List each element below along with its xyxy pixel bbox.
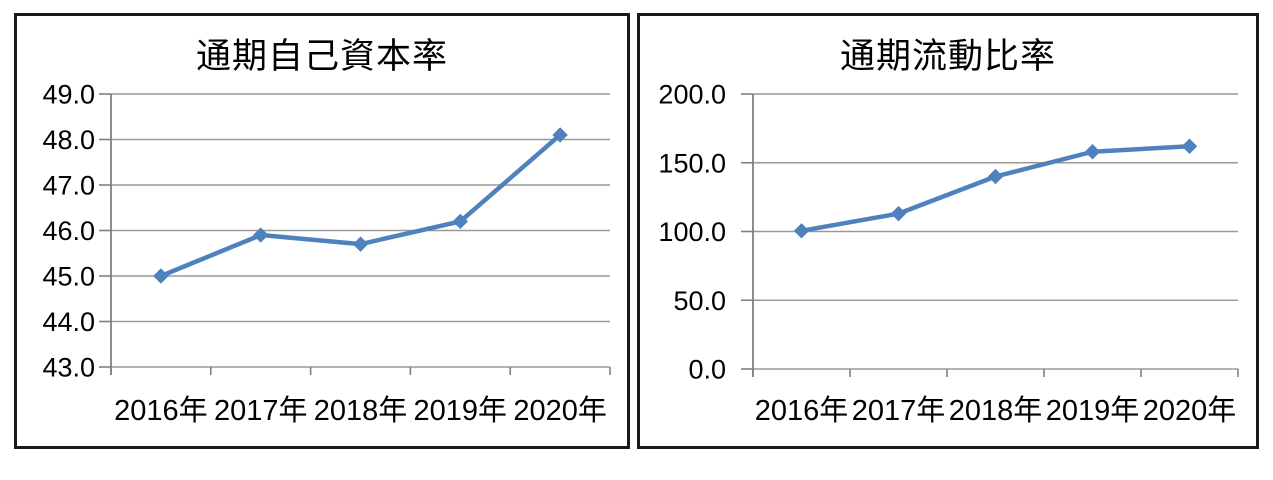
y-axis-tick-label: 50.0 — [673, 286, 726, 316]
y-axis-tick-label: 48.0 — [42, 125, 95, 155]
data-point-marker — [793, 223, 810, 239]
y-axis-tick-label: 44.0 — [42, 307, 95, 337]
x-axis-tick-label: 2016年 — [114, 394, 208, 427]
x-axis-tick-label: 2017年 — [852, 394, 946, 427]
data-point-marker — [1084, 144, 1101, 160]
chart-current-ratio: 通期流動比率 0.0 50.0 100.0 150.0 200.0 2016年 2017年 2… — [637, 13, 1259, 449]
x-axis-tick-label: 2016年 — [755, 394, 849, 427]
data-point-marker — [552, 127, 568, 143]
data-point-marker — [452, 213, 469, 230]
y-axis-tick-label: 100.0 — [658, 217, 726, 247]
x-axis-tick-label: 2019年 — [414, 394, 508, 427]
data-point-marker — [1181, 138, 1198, 154]
x-axis-tick-label: 2020年 — [1143, 394, 1237, 427]
y-axis-tick-label: 45.0 — [42, 262, 95, 292]
x-axis-tick-label: 2018年 — [949, 394, 1043, 427]
data-point-marker — [987, 168, 1004, 185]
chart-equity-ratio: 通期自己資本率 43.0 44.0 45.0 46.0 47.0 48.0 49.0 2016… — [14, 13, 630, 449]
y-axis-tick-label: 46.0 — [42, 216, 95, 246]
y-axis-tick-label: 0.0 — [688, 355, 726, 385]
y-axis-tick-label: 43.0 — [42, 353, 95, 383]
series-line — [799, 144, 1192, 234]
x-axis-tick-label: 2018年 — [314, 394, 408, 427]
y-axis-tick-label: 47.0 — [42, 171, 95, 201]
x-axis-tick-label: 2017年 — [214, 394, 308, 427]
data-point-marker — [890, 205, 907, 222]
series-line — [158, 132, 563, 279]
data-point-marker — [352, 236, 369, 252]
current-ratio-line-chart: 0.0 50.0 100.0 150.0 200.0 2016年 2017年 2018年 201… — [658, 80, 1239, 427]
chart-title-current-ratio: 通期流動比率 — [839, 37, 1056, 77]
y-axis-tick-label: 150.0 — [658, 148, 726, 178]
y-axis-tick-label: 49.0 — [42, 80, 95, 110]
y-axis-tick-label: 200.0 — [658, 80, 726, 110]
x-axis-tick-label: 2020年 — [513, 394, 607, 427]
chart-title-equity-ratio: 通期自己資本率 — [195, 37, 448, 77]
data-point-marker — [252, 227, 269, 243]
x-axis-tick-label: 2019年 — [1046, 394, 1140, 427]
data-point-marker — [153, 268, 169, 284]
